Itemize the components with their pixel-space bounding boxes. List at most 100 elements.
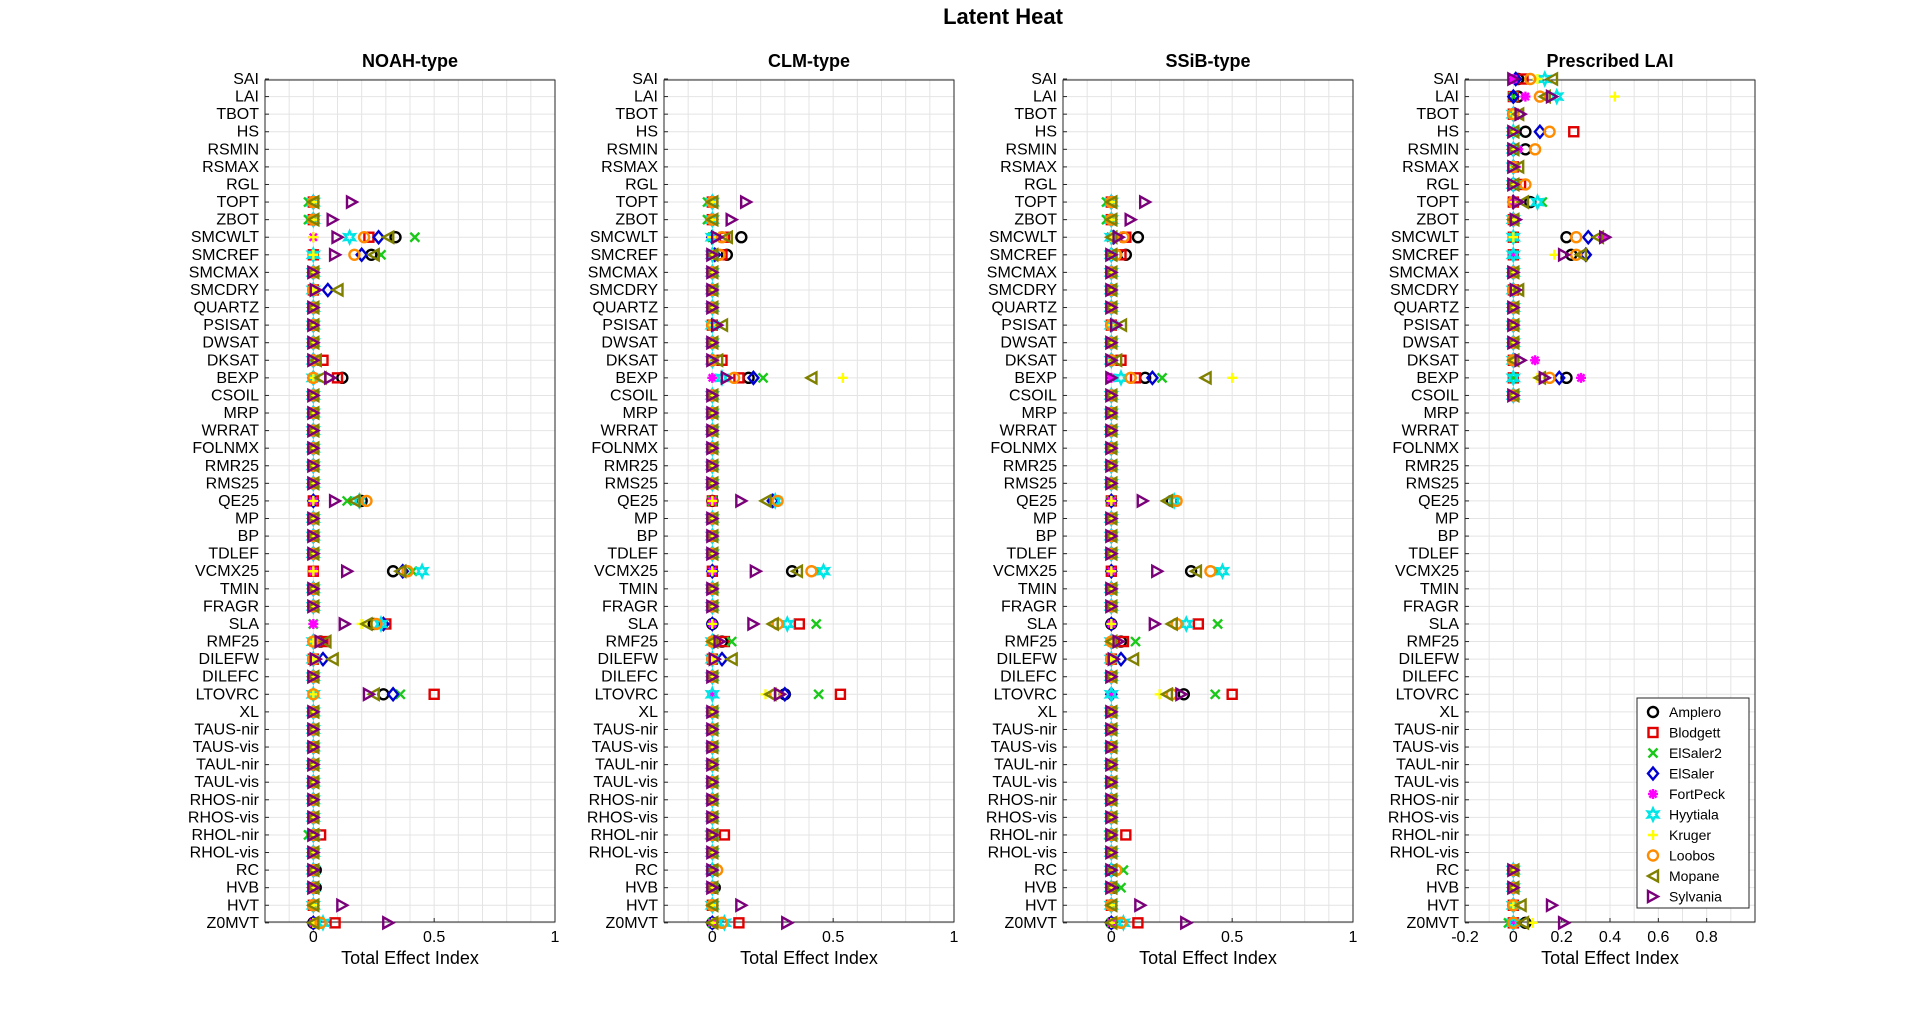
y-tick-label: RSMAX xyxy=(1000,159,1057,176)
point-sylvania xyxy=(1105,546,1119,562)
panel-title: CLM-type xyxy=(768,51,850,71)
y-tick-label: ZBOT xyxy=(1014,212,1057,229)
point-sylvania xyxy=(1598,229,1613,245)
y-tick-label: RSMAX xyxy=(1402,159,1459,176)
point-kruger xyxy=(837,372,848,383)
point-sylvania xyxy=(1105,475,1119,491)
figure-title: Latent Heat xyxy=(943,4,1063,29)
point-sylvania xyxy=(1507,387,1521,403)
x-tick-label: 0.2 xyxy=(1551,929,1573,946)
y-tick-label: TBOT xyxy=(216,106,259,123)
y-tick-label: RMS25 xyxy=(605,475,658,492)
y-tick-label: FRAGR xyxy=(1403,598,1459,615)
x-tick-label: 0.8 xyxy=(1696,929,1718,946)
y-tick-label: TBOT xyxy=(615,106,658,123)
y-tick-label: DWSAT xyxy=(202,335,259,352)
point-sylvania xyxy=(739,194,754,210)
y-tick-label: SMCDRY xyxy=(589,282,658,299)
point-sylvania xyxy=(307,528,321,544)
y-tick-label: TAUS-nir xyxy=(593,721,658,738)
y-tick-label: SMCDRY xyxy=(988,282,1057,299)
y-tick-label: HS xyxy=(1437,124,1459,141)
point-hyytiala xyxy=(305,245,322,264)
x-tick-label: -0.2 xyxy=(1451,929,1479,946)
y-tick-label: TDLEF xyxy=(1408,546,1459,563)
point-mopane xyxy=(305,897,320,913)
point-sylvania xyxy=(706,546,720,562)
y-tick-label: RGL xyxy=(625,176,658,193)
y-tick-label: WRRAT xyxy=(202,423,260,440)
point-loobos xyxy=(727,371,741,385)
y-tick-label: FRAGR xyxy=(1001,598,1057,615)
y-tick-label: DWSAT xyxy=(1402,335,1459,352)
point-sylvania xyxy=(307,352,321,368)
point-mopane xyxy=(1513,897,1527,913)
y-tick-label: RSMAX xyxy=(202,159,259,176)
y-tick-label: ZBOT xyxy=(1416,212,1459,229)
y-tick-label: MP xyxy=(1435,511,1459,528)
y-tick-label: ZBOT xyxy=(615,212,658,229)
point-sylvania xyxy=(1105,739,1119,755)
point-mopane xyxy=(1505,352,1520,368)
y-tick-label: SLA xyxy=(229,616,260,633)
y-tick-label: TDLEF xyxy=(208,546,259,563)
point-sylvania xyxy=(1105,862,1119,878)
point-sylvania xyxy=(1105,352,1119,368)
point-amplero xyxy=(785,565,799,578)
y-tick-label: RC xyxy=(236,862,259,879)
data-points xyxy=(1101,193,1238,932)
y-tick-label: RHOL-vis xyxy=(190,845,259,862)
y-tick-label: DWSAT xyxy=(601,335,658,352)
point-sylvania xyxy=(706,423,720,439)
point-mopane xyxy=(1103,897,1118,913)
point-sylvania xyxy=(713,634,728,650)
point-mopane xyxy=(1198,370,1212,386)
y-tick-label: DILEFC xyxy=(1000,669,1057,686)
point-sylvania xyxy=(781,915,795,931)
y-tick-label: SMCMAX xyxy=(1389,264,1460,281)
y-tick-label: SMCREF xyxy=(1391,247,1459,264)
point-kruger xyxy=(707,495,718,506)
point-sylvania xyxy=(706,739,720,755)
y-tick-label: WRRAT xyxy=(1000,423,1058,440)
point-mopane xyxy=(1537,89,1551,105)
point-elsaler xyxy=(1533,123,1547,140)
y-tick-label: RHOS-vis xyxy=(587,809,658,826)
point-sylvania xyxy=(1545,89,1560,105)
point-mopane xyxy=(719,229,734,245)
point-sylvania xyxy=(1105,598,1119,614)
y-tick-label: FOLNMX xyxy=(591,440,658,457)
point-mopane xyxy=(704,634,719,650)
point-sylvania xyxy=(328,493,343,509)
legend-marker-mopane xyxy=(1645,868,1660,884)
point-sylvania xyxy=(309,282,324,298)
y-tick-label: FRAGR xyxy=(602,598,658,615)
point-sylvania xyxy=(706,264,720,280)
point-hyytiala xyxy=(1529,193,1546,212)
y-tick-label: RSMIN xyxy=(207,141,259,158)
point-loobos xyxy=(1507,107,1520,121)
point-mopane xyxy=(1103,194,1118,210)
point-mopane xyxy=(359,616,373,632)
point-sylvania xyxy=(345,194,360,210)
y-tick-label: XL xyxy=(638,704,658,721)
y-tick-label: HS xyxy=(1035,124,1057,141)
point-sylvania xyxy=(1105,405,1119,421)
y-tick-label: PSISAT xyxy=(1403,317,1459,334)
point-sylvania xyxy=(706,827,720,843)
point-mopane xyxy=(1108,352,1123,368)
point-mopane xyxy=(1125,651,1140,667)
y-tick-label: LTOVRC xyxy=(994,686,1057,703)
point-mopane xyxy=(704,212,719,228)
data-points xyxy=(1503,70,1620,932)
y-tick-label: HVT xyxy=(626,897,658,914)
y-tick-label: RC xyxy=(1034,862,1057,879)
point-sylvania xyxy=(1538,370,1553,386)
point-sylvania xyxy=(1105,792,1119,808)
y-tick-label: SMCREF xyxy=(989,247,1057,264)
point-loobos xyxy=(307,371,320,385)
y-tick-label: Z0MVT xyxy=(1407,915,1460,932)
y-tick-label: HVB xyxy=(625,880,658,897)
point-loobos xyxy=(360,494,373,508)
legend-entry-label: Loobos xyxy=(1669,848,1715,864)
